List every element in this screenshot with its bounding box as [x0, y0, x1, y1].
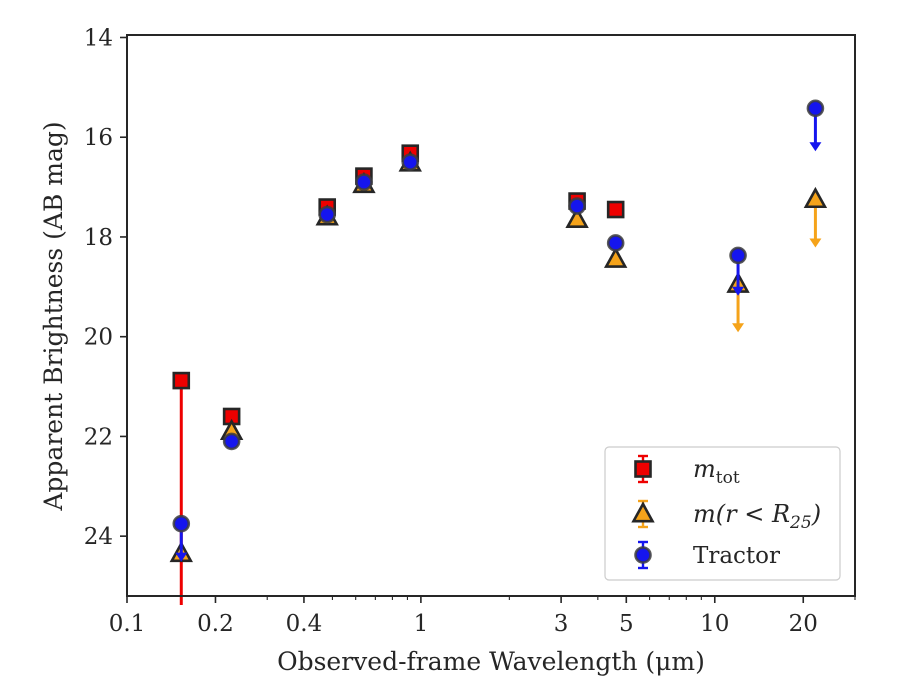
legend-entry-mtot: mtot	[634, 454, 740, 488]
legend-marker-mr25	[631, 501, 655, 523]
legend-marker-mtot	[634, 460, 652, 478]
y-tick-label-1: 16	[84, 125, 113, 151]
marker-mtot-6	[606, 200, 625, 219]
data-layer	[169, 99, 828, 605]
marker-mr25-6	[603, 246, 628, 268]
x-tick-label-3: 1	[414, 611, 429, 637]
x-tick-label-7: 20	[789, 611, 818, 637]
upper-limit-arrow-tractor-8	[809, 142, 822, 152]
series-tractor	[172, 99, 825, 562]
x-tick-label-1: 0.2	[197, 611, 234, 637]
legend-box	[604, 446, 841, 581]
x-tick-label-0: 0.1	[109, 611, 146, 637]
upper-limit-arrow-mr25-7	[732, 323, 745, 333]
x-tick-label-2: 0.4	[286, 611, 323, 637]
upper-limit-arrow-mr25-8	[809, 238, 822, 248]
marker-tractor-7	[729, 246, 747, 265]
x-tick-label-6: 10	[700, 611, 729, 637]
marker-tractor-6	[606, 234, 625, 252]
marker-tractor-5	[568, 197, 586, 215]
marker-tractor-4	[401, 153, 420, 171]
legend-entry-tractor: Tractor	[634, 540, 780, 570]
y-tick-label-4: 22	[84, 424, 113, 450]
y-axis-label: Apparent Brightness (AB mag)	[39, 121, 68, 511]
y-tick-label-0: 14	[84, 25, 113, 51]
marker-mtot-0	[172, 371, 191, 390]
x-axis-label: Observed-frame Wavelength (μm)	[277, 647, 705, 676]
marker-tractor-1	[222, 432, 241, 451]
legend-marker-tractor	[634, 546, 652, 564]
legend-label-mr25: m(r < R25)	[693, 500, 821, 533]
y-tick-label-2: 18	[84, 225, 113, 251]
upper-limit-arrow-tractor-0	[175, 552, 188, 562]
marker-tractor-8	[806, 99, 825, 118]
legend-label-mtot: mtot	[693, 455, 740, 488]
x-tick-label-4: 3	[554, 611, 569, 637]
y-tick-label-3: 20	[84, 325, 113, 351]
marker-tractor-2	[318, 205, 337, 224]
legend-entry-mr25: m(r < R25)	[631, 499, 821, 533]
legend: mtot m(r < R25) Tractor	[604, 446, 841, 581]
x-tick-label-5: 5	[619, 611, 634, 637]
marker-mr25-5	[565, 206, 589, 229]
marker-tractor-3	[355, 173, 373, 191]
legend-label-tractor: Tractor	[693, 543, 780, 569]
plot-frame	[126, 34, 856, 597]
axes-frame	[126, 34, 856, 597]
marker-tractor-0	[172, 514, 191, 533]
upper-limit-arrow-tractor-7	[732, 286, 745, 296]
axis-ticks: 0.1 0.2 0.4 1 3 5 10 20 14 16 18 20 22 24	[84, 25, 856, 637]
marker-mr25-8	[803, 186, 828, 209]
y-tick-label-5: 24	[84, 524, 113, 550]
